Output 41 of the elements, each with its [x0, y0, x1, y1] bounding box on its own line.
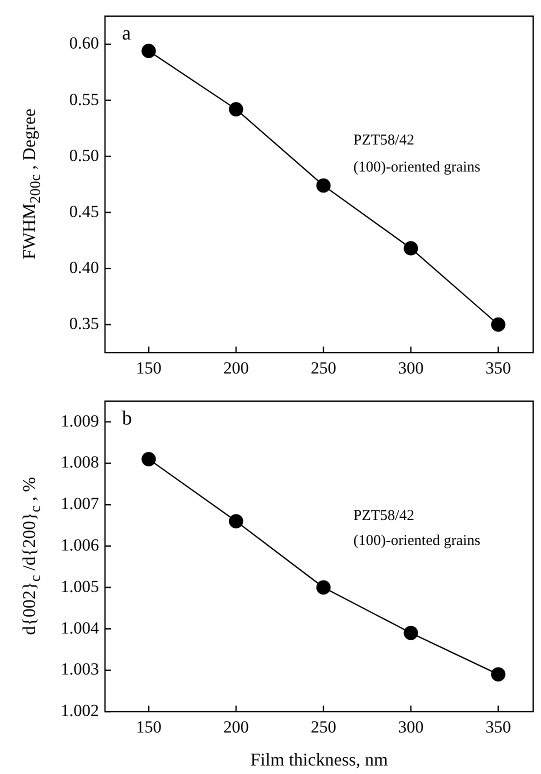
y-tick-label: 1.002 — [60, 701, 99, 720]
point — [228, 102, 244, 116]
annotation: PZT58/42 — [353, 508, 414, 524]
y-tick-label: 0.55 — [69, 90, 99, 109]
y-tick-label: 1.006 — [60, 536, 99, 555]
annotation: (100)-oriented grains — [353, 160, 481, 176]
annotation: a — [122, 22, 131, 44]
y-tick-label: 0.45 — [69, 202, 99, 221]
x-tick-label: 350 — [485, 717, 511, 736]
point — [404, 626, 418, 640]
x-tick-label: 250 — [310, 358, 336, 378]
x-axis-title: Film thickness, nm — [250, 750, 388, 770]
y-tick-label: 1.008 — [60, 452, 99, 472]
point — [491, 667, 506, 682]
y-tick-label: 0.60 — [69, 34, 99, 53]
x-tick-label: 300 — [398, 358, 424, 378]
x-tick-label: 300 — [398, 717, 424, 736]
x-tick-label: 350 — [485, 358, 511, 378]
annotation: b — [122, 407, 132, 430]
y-tick-label: 1.003 — [60, 660, 99, 679]
y-tick-label: 0.50 — [69, 146, 99, 165]
point — [316, 580, 331, 595]
y-tick-label: 0.40 — [69, 258, 99, 277]
y-tick-label: 1.005 — [60, 576, 99, 596]
x-tick-label: 200 — [223, 358, 249, 378]
point — [491, 317, 506, 332]
y-tick-label: 1.007 — [60, 494, 100, 514]
point — [142, 44, 156, 58]
x-tick-label: 150 — [136, 358, 162, 378]
y-tick-label: 0.35 — [69, 314, 99, 334]
point — [142, 452, 156, 466]
y-tick-label: 1.009 — [60, 411, 99, 430]
point — [404, 241, 418, 256]
x-tick-label: 150 — [136, 717, 162, 736]
y-tick-label: 1.004 — [60, 618, 100, 638]
annotation: (100)-oriented grains — [353, 532, 481, 549]
annotation: PZT58/42 — [353, 132, 414, 149]
point — [316, 178, 331, 193]
x-tick-label: 200 — [223, 717, 249, 736]
point — [228, 514, 244, 528]
x-tick-label: 250 — [310, 717, 336, 736]
